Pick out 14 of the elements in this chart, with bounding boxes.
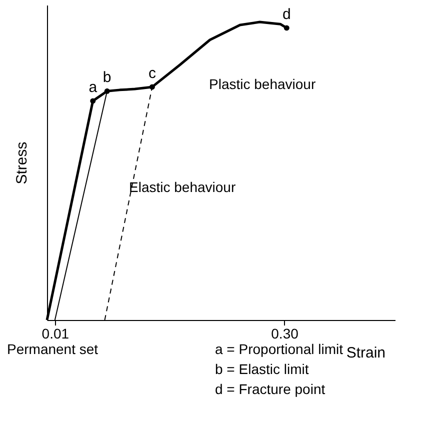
text: Permanent set	[7, 341, 98, 357]
x-tick-label: 0.30	[271, 326, 299, 342]
x-tick-label: 0.01	[42, 326, 70, 342]
text: b = Elastic limit	[215, 361, 309, 377]
annotation: a	[88, 78, 98, 96]
annotation: Plastic behaviour	[209, 76, 316, 92]
annotation: Elastic behaviour	[129, 179, 236, 195]
text: a = Proportional limit	[215, 341, 344, 357]
annotation: d	[282, 6, 291, 23]
annotation: b	[102, 69, 112, 86]
annotation: c	[148, 64, 156, 82]
text: d = Fracture point	[215, 381, 326, 397]
x-axis-title: Strain	[346, 344, 386, 362]
y-axis-title: Stress	[14, 142, 30, 184]
